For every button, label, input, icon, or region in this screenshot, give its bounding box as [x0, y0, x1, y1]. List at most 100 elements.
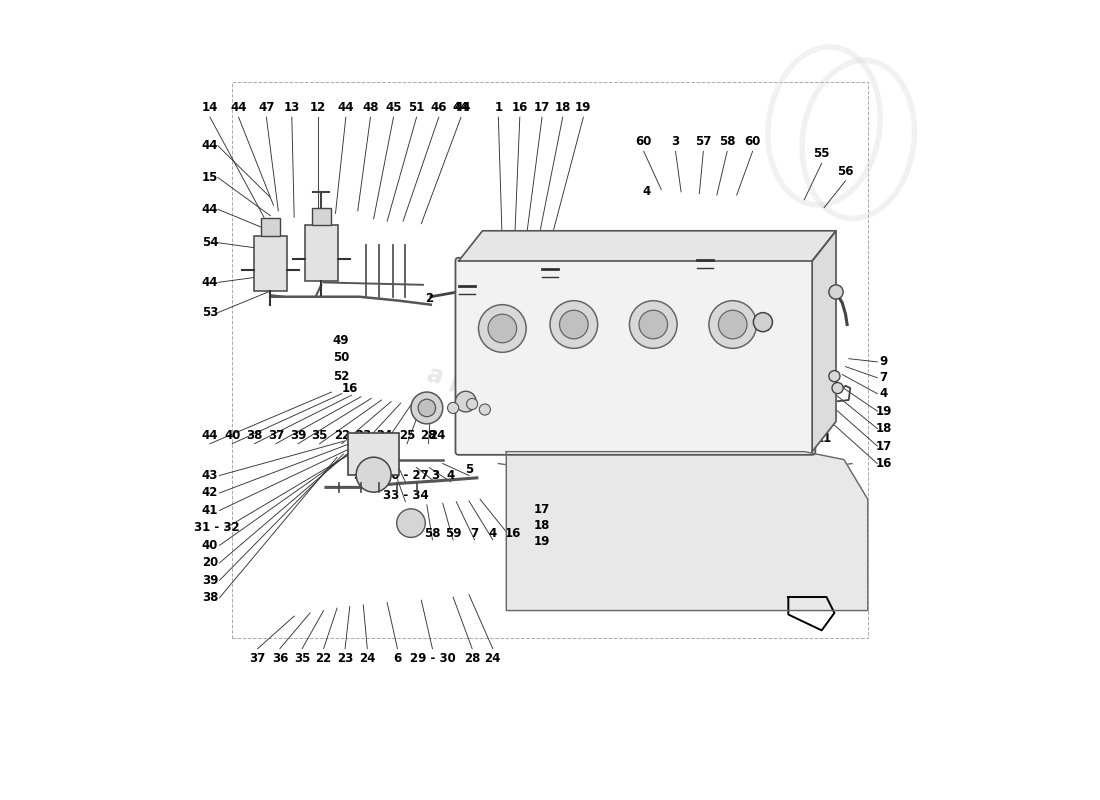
Text: 53: 53 — [201, 306, 218, 319]
Text: 55: 55 — [814, 147, 830, 160]
Text: 37: 37 — [267, 430, 284, 442]
Text: 23: 23 — [355, 430, 372, 442]
Text: 24: 24 — [429, 430, 446, 442]
Text: 6: 6 — [394, 652, 402, 665]
Bar — [305, 226, 338, 281]
Text: 47: 47 — [258, 101, 275, 114]
Text: 7: 7 — [471, 527, 478, 540]
Polygon shape — [812, 230, 836, 452]
Text: 10: 10 — [803, 402, 818, 414]
Circle shape — [832, 382, 844, 394]
Text: 1: 1 — [494, 101, 503, 114]
Text: 38: 38 — [246, 430, 263, 442]
Text: 22: 22 — [316, 652, 332, 665]
Circle shape — [478, 305, 526, 352]
Text: 40: 40 — [201, 539, 218, 552]
Text: 59: 59 — [466, 339, 483, 353]
Circle shape — [629, 301, 678, 348]
Text: 3: 3 — [671, 135, 680, 148]
Text: 45: 45 — [385, 101, 402, 114]
Text: 37: 37 — [250, 652, 266, 665]
Text: 24: 24 — [376, 430, 393, 442]
Text: 49: 49 — [333, 334, 350, 347]
Text: 42: 42 — [201, 486, 218, 499]
Text: 60: 60 — [636, 135, 652, 148]
Circle shape — [488, 314, 517, 342]
Text: 44: 44 — [201, 139, 218, 152]
Text: 60: 60 — [762, 336, 779, 350]
Text: 60: 60 — [745, 135, 761, 148]
Text: 9: 9 — [880, 355, 888, 368]
Text: 36: 36 — [353, 469, 370, 482]
Circle shape — [397, 509, 426, 538]
Circle shape — [829, 285, 843, 299]
Circle shape — [356, 457, 392, 492]
Text: 18: 18 — [554, 101, 571, 114]
Text: 8: 8 — [751, 327, 759, 341]
Text: 58: 58 — [607, 284, 624, 297]
Text: 28: 28 — [464, 652, 481, 665]
Text: 4: 4 — [447, 469, 454, 482]
Text: 46: 46 — [430, 101, 447, 114]
Text: 59: 59 — [444, 527, 461, 540]
Text: 24: 24 — [485, 652, 501, 665]
Text: 43: 43 — [201, 469, 218, 482]
Text: 52: 52 — [333, 370, 349, 382]
Text: 39: 39 — [290, 430, 306, 442]
Text: 16: 16 — [876, 457, 892, 470]
Circle shape — [466, 398, 477, 410]
Text: 50: 50 — [333, 351, 349, 364]
Text: 23: 23 — [337, 652, 353, 665]
Text: 39: 39 — [201, 574, 218, 587]
Circle shape — [550, 301, 597, 348]
Text: 16: 16 — [505, 527, 520, 540]
Text: 35: 35 — [294, 652, 310, 665]
Text: 31 - 32: 31 - 32 — [194, 522, 239, 534]
Text: 21: 21 — [374, 469, 389, 482]
Text: 4: 4 — [488, 527, 497, 540]
Text: 35: 35 — [311, 430, 328, 442]
Text: 57: 57 — [695, 135, 712, 148]
Circle shape — [718, 310, 747, 339]
Circle shape — [708, 301, 757, 348]
Text: 11: 11 — [816, 432, 833, 445]
Text: 54: 54 — [201, 236, 218, 250]
Text: 14: 14 — [201, 101, 218, 114]
Polygon shape — [506, 452, 868, 610]
FancyBboxPatch shape — [455, 258, 815, 455]
Text: 24: 24 — [359, 652, 375, 665]
Text: 17: 17 — [534, 101, 550, 114]
Bar — [348, 434, 399, 474]
Polygon shape — [459, 230, 836, 261]
Text: 56: 56 — [837, 165, 854, 178]
Text: 44: 44 — [453, 101, 470, 114]
Text: 58: 58 — [719, 135, 736, 148]
Text: 5: 5 — [465, 462, 473, 476]
Bar — [311, 208, 331, 226]
Text: 18: 18 — [876, 422, 892, 435]
Text: a passion for parts: a passion for parts — [425, 362, 675, 438]
Text: 19: 19 — [876, 405, 892, 418]
Circle shape — [560, 310, 588, 339]
Text: 44: 44 — [201, 203, 218, 216]
Text: 7: 7 — [880, 371, 888, 384]
Circle shape — [418, 399, 436, 417]
Text: 19: 19 — [534, 535, 550, 548]
Text: 26 - 27: 26 - 27 — [383, 469, 428, 482]
Text: 16: 16 — [342, 382, 358, 394]
Text: 17: 17 — [876, 439, 892, 453]
Text: 44: 44 — [230, 101, 246, 114]
Text: 20: 20 — [202, 556, 218, 570]
Bar — [261, 218, 279, 235]
Text: 4: 4 — [880, 387, 888, 400]
Circle shape — [754, 313, 772, 332]
Circle shape — [480, 404, 491, 415]
Circle shape — [829, 370, 840, 382]
Text: 59: 59 — [627, 336, 645, 350]
Text: 29 - 30: 29 - 30 — [409, 652, 455, 665]
Text: 51: 51 — [408, 101, 425, 114]
Text: 22: 22 — [333, 430, 350, 442]
Text: 44: 44 — [201, 276, 218, 289]
Text: 16: 16 — [512, 101, 528, 114]
Text: 33 - 34: 33 - 34 — [383, 489, 428, 502]
